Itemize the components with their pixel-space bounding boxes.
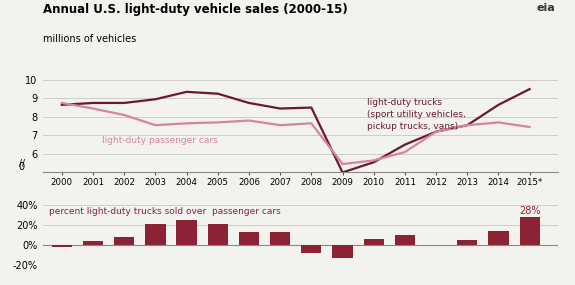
- Bar: [83, 241, 103, 245]
- Text: eia: eia: [536, 3, 555, 13]
- Text: millions of vehicles: millions of vehicles: [43, 34, 136, 44]
- Bar: [177, 220, 197, 245]
- Text: Annual U.S. light-duty vehicle sales (2000-15): Annual U.S. light-duty vehicle sales (20…: [43, 3, 348, 16]
- Bar: [395, 235, 415, 245]
- Bar: [52, 245, 72, 247]
- Text: 0: 0: [18, 162, 25, 172]
- Bar: [363, 239, 384, 245]
- Bar: [145, 224, 166, 245]
- Text: percent light-duty trucks sold over  passenger cars: percent light-duty trucks sold over pass…: [49, 207, 281, 216]
- Bar: [332, 245, 352, 258]
- Bar: [208, 224, 228, 245]
- Bar: [488, 231, 509, 245]
- Text: light-duty passenger cars: light-duty passenger cars: [102, 135, 218, 144]
- Bar: [270, 232, 290, 245]
- Bar: [239, 232, 259, 245]
- Text: //: //: [18, 159, 25, 168]
- Bar: [520, 217, 540, 245]
- Bar: [301, 245, 321, 253]
- Text: 28%: 28%: [519, 206, 540, 216]
- Bar: [457, 240, 477, 245]
- Text: light-duty trucks
(sport utility vehicles,
pickup trucks, vans): light-duty trucks (sport utility vehicle…: [367, 98, 466, 131]
- Bar: [114, 237, 135, 245]
